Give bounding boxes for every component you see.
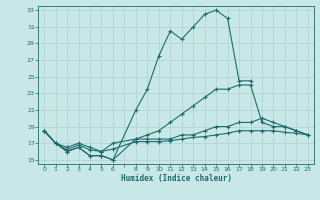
X-axis label: Humidex (Indice chaleur): Humidex (Indice chaleur) [121,174,231,183]
